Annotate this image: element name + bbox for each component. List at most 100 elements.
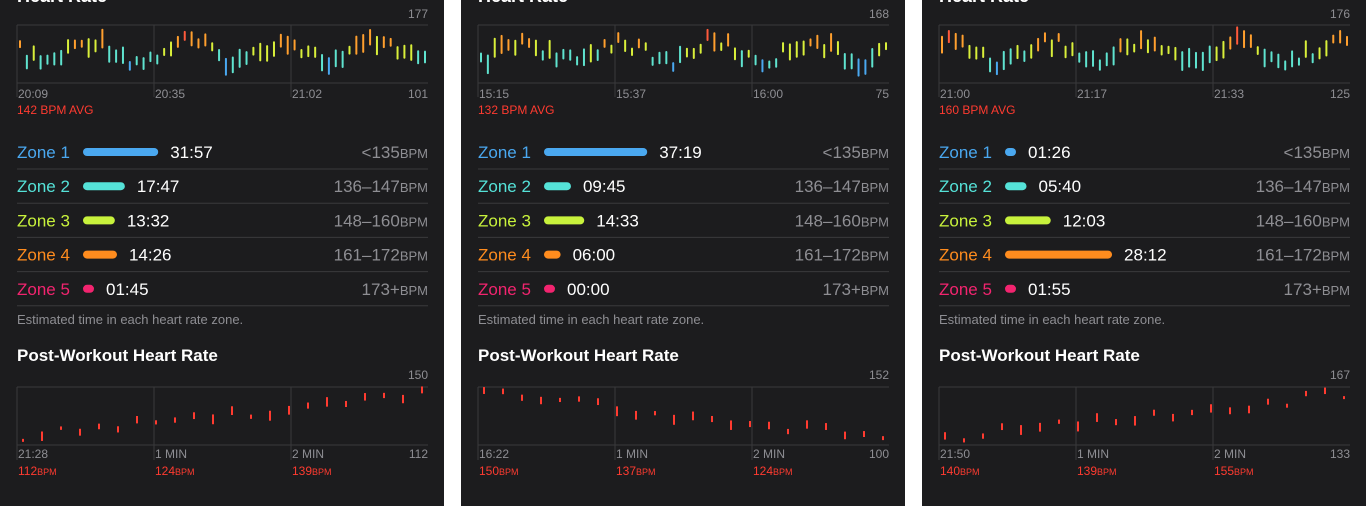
zone-time: 14:26 xyxy=(129,246,172,265)
range-unit: BPM xyxy=(861,214,889,229)
zone-time: 05:40 xyxy=(1039,177,1082,196)
range-value: 148–160 xyxy=(795,211,861,230)
zone-name: Zone 2 xyxy=(17,177,70,196)
zone-range: 136–147BPM xyxy=(795,177,889,196)
zone-name: Zone 2 xyxy=(939,177,992,196)
range-unit: BPM xyxy=(400,146,428,161)
range-value: 173+ xyxy=(823,280,861,299)
zone-name: Zone 5 xyxy=(478,280,531,299)
bpm-value: 137 xyxy=(616,464,636,478)
range-value: 148–160 xyxy=(334,211,400,230)
zone-time: 12:03 xyxy=(1063,211,1106,230)
zone-range: 161–172BPM xyxy=(795,246,889,265)
time-label: 16:00 xyxy=(753,87,783,101)
zone-name: Zone 3 xyxy=(478,211,531,230)
zone-bar xyxy=(1005,182,1027,191)
zone-name: Zone 1 xyxy=(478,143,531,162)
zone-range: 148–160BPM xyxy=(795,211,889,230)
bpm-unit: BPM xyxy=(499,467,519,477)
zone-bar xyxy=(83,182,125,191)
time-label: 15:37 xyxy=(616,87,646,101)
range-value: 136–147 xyxy=(334,177,400,196)
zone-range: <135BPM xyxy=(362,143,428,162)
range-unit: BPM xyxy=(1322,180,1350,195)
bpm-value: 150 xyxy=(479,464,499,478)
zone-bar xyxy=(544,216,585,225)
range-unit: BPM xyxy=(861,180,889,195)
zone-time: 01:55 xyxy=(1028,280,1071,299)
range-value: 173+ xyxy=(362,280,400,299)
bpm-unit: BPM xyxy=(1097,467,1117,477)
bpm-unit: BPM xyxy=(773,467,793,477)
zone-bar xyxy=(83,284,94,293)
range-value: 148–160 xyxy=(1256,211,1322,230)
time-label: 16:22 xyxy=(479,447,509,461)
avg-label: 132 BPM AVG xyxy=(478,103,554,117)
range-value: 161–172 xyxy=(795,246,861,265)
zone-bar xyxy=(544,148,648,156)
section-title: Post-Workout Heart Rate xyxy=(17,346,218,365)
range-unit: BPM xyxy=(400,283,428,298)
zone-bar xyxy=(1005,250,1113,259)
time-label: 1 MIN xyxy=(1077,447,1109,461)
zone-time: 17:47 xyxy=(137,177,180,196)
min-label: 125 xyxy=(1330,87,1350,101)
range-unit: BPM xyxy=(1322,146,1350,161)
zone-name: Zone 4 xyxy=(478,246,531,265)
time-label: 21:28 xyxy=(18,447,48,461)
note: Estimated time in each heart rate zone. xyxy=(939,312,1165,327)
zone-name: Zone 3 xyxy=(939,211,992,230)
range-value: <135 xyxy=(1284,143,1322,162)
bpm-value: 112 xyxy=(18,464,37,478)
range-unit: BPM xyxy=(861,283,889,298)
zone-bar xyxy=(544,250,561,259)
zone-range: 161–172BPM xyxy=(334,246,428,265)
zone-bar xyxy=(1005,216,1051,225)
time-label: 15:15 xyxy=(479,87,509,101)
zone-bar xyxy=(83,148,159,156)
time-label: 1 MIN xyxy=(155,447,187,461)
time-label: 2 MIN xyxy=(292,447,324,461)
range-value: 161–172 xyxy=(334,246,400,265)
zone-range: 173+BPM xyxy=(362,280,428,299)
zone-bar xyxy=(83,216,115,225)
zone-range: 136–147BPM xyxy=(1256,177,1350,196)
bpm-unit: BPM xyxy=(312,467,332,477)
range-unit: BPM xyxy=(400,214,428,229)
max-label: 152 xyxy=(869,368,889,382)
zone-range: 148–160BPM xyxy=(334,211,428,230)
section-title: Post-Workout Heart Rate xyxy=(939,346,1140,365)
bpm-label: 140BPM xyxy=(940,464,980,478)
zone-time: 01:45 xyxy=(106,280,149,299)
bpm-label: 139BPM xyxy=(1077,464,1117,478)
range-unit: BPM xyxy=(861,146,889,161)
zone-name: Zone 3 xyxy=(17,211,70,230)
zone-name: Zone 5 xyxy=(939,280,992,299)
zone-range: 136–147BPM xyxy=(334,177,428,196)
zone-range: <135BPM xyxy=(823,143,889,162)
bpm-unit: BPM xyxy=(37,467,57,477)
range-value: 161–172 xyxy=(1256,246,1322,265)
zone-time: 37:19 xyxy=(659,143,702,162)
bpm-value: 139 xyxy=(292,464,312,478)
panel xyxy=(0,0,444,506)
zone-time: 01:26 xyxy=(1028,143,1071,162)
zone-bar xyxy=(544,284,555,293)
zone-time: 09:45 xyxy=(583,177,626,196)
zone-bar xyxy=(1005,284,1016,293)
zone-name: Zone 5 xyxy=(17,280,70,299)
range-unit: BPM xyxy=(861,249,889,264)
max-label: 150 xyxy=(408,368,428,382)
bpm-value: 124 xyxy=(155,464,175,478)
zone-range: 148–160BPM xyxy=(1256,211,1350,230)
zone-bar xyxy=(83,250,117,259)
max-label: 168 xyxy=(869,7,889,21)
time-label: 2 MIN xyxy=(1214,447,1246,461)
zone-time: 00:00 xyxy=(567,280,610,299)
bpm-unit: BPM xyxy=(960,467,980,477)
zone-name: Zone 1 xyxy=(17,143,70,162)
range-unit: BPM xyxy=(1322,249,1350,264)
range-value: 173+ xyxy=(1284,280,1322,299)
time-label: 21:50 xyxy=(940,447,970,461)
